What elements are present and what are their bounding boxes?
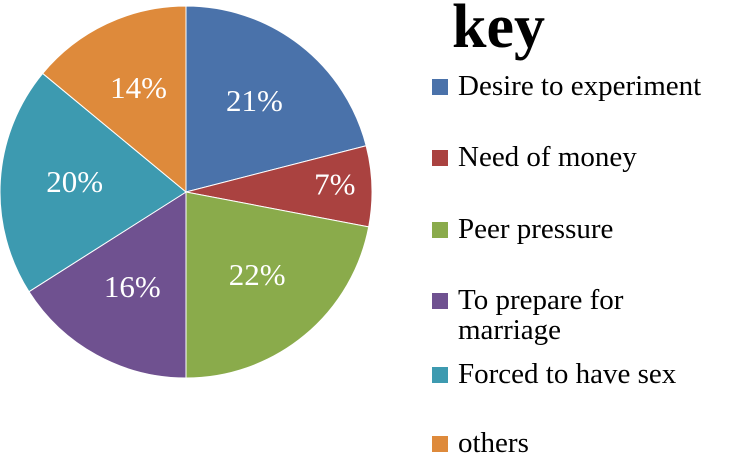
value-label: 16% bbox=[104, 269, 161, 304]
legend-label: Peer pressure bbox=[458, 213, 614, 245]
pie-slice bbox=[41, 5, 187, 194]
legend-label: Need of money bbox=[458, 141, 637, 173]
legend-swatch bbox=[432, 436, 448, 452]
legend-swatch bbox=[432, 367, 448, 383]
legend-label: Forced to have sex bbox=[458, 358, 677, 390]
value-label: 7% bbox=[314, 166, 355, 201]
value-label: 14% bbox=[110, 70, 167, 105]
legend-swatch bbox=[432, 222, 448, 238]
legend-label: others bbox=[458, 427, 529, 456]
value-label: 21% bbox=[226, 83, 283, 118]
pie-slice bbox=[185, 191, 370, 379]
legend-swatch bbox=[432, 79, 448, 95]
legend-title: key bbox=[452, 0, 545, 61]
legend-swatch bbox=[432, 150, 448, 166]
legend-label: To prepare for marriage bbox=[458, 284, 624, 346]
pie: 21% 7% 22% 16% 20% 14% bbox=[0, 5, 373, 379]
pie-slice bbox=[28, 191, 187, 379]
value-label: 22% bbox=[229, 257, 286, 292]
pie-slice bbox=[185, 5, 367, 193]
value-label: 20% bbox=[46, 164, 103, 199]
pie-slice bbox=[0, 72, 187, 293]
legend-label: Desire to experiment bbox=[458, 70, 702, 102]
legend-swatch bbox=[432, 293, 448, 309]
